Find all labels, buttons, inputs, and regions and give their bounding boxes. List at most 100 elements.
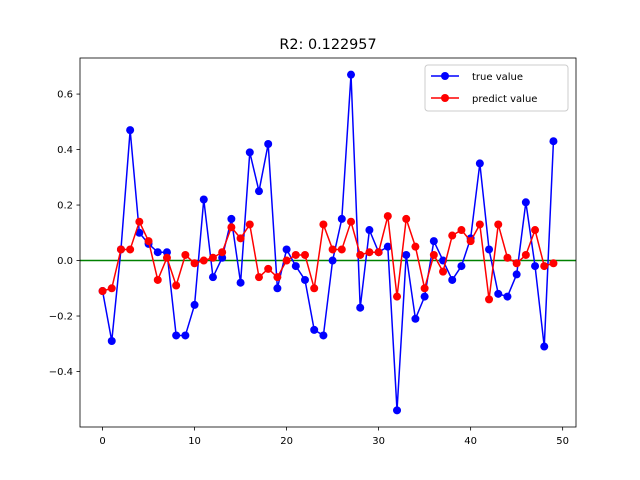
legend-marker-predict-value [441,94,449,102]
data-point [218,253,227,262]
data-point [126,245,135,254]
data-point [291,250,300,259]
data-point [300,250,309,259]
data-point [411,242,420,251]
data-point [245,220,254,229]
data-point [347,217,356,226]
data-point [172,331,181,340]
data-point [162,248,171,257]
data-point [328,256,337,265]
data-point [365,248,374,257]
data-point [365,226,374,235]
data-point [282,256,291,265]
data-point [411,314,420,323]
data-point [512,259,521,268]
data-point [420,292,429,301]
data-point [494,289,503,298]
data-point [337,214,346,223]
data-point [393,406,402,415]
data-point [181,331,190,340]
data-point [549,137,558,146]
y-tick-label: −0.4 [49,367,73,378]
data-point [512,270,521,279]
data-point [273,273,282,282]
legend-box [424,64,569,112]
x-tick-label: 10 [188,436,201,447]
data-point [300,275,309,284]
data-point [144,237,153,246]
data-point [199,195,208,204]
data-point [540,342,549,351]
x-tick-label: 20 [280,436,293,447]
data-point [291,262,300,271]
data-point [448,231,457,240]
data-point [199,256,208,265]
data-point [347,70,356,79]
data-point [494,220,503,229]
data-point [429,237,438,246]
data-point [356,250,365,259]
data-point [190,259,199,268]
legend: true value predict value [424,64,569,112]
data-point [264,264,273,273]
data-point [448,275,457,284]
data-point [402,250,411,259]
data-point [356,303,365,312]
data-point [503,292,512,301]
data-point [116,245,125,254]
y-tick-label: 0.2 [57,201,73,212]
x-tick-label: 50 [556,436,569,447]
data-point [153,275,162,284]
data-point [273,284,282,293]
data-point [531,262,540,271]
legend-label-predict-value: predict value [472,94,537,105]
data-point [485,245,494,254]
data-point [337,245,346,254]
x-tick-label: 30 [372,436,385,447]
data-point [107,336,116,345]
data-point [328,245,337,254]
y-tick-label: 0.0 [57,256,73,267]
data-point [245,148,254,157]
data-point [439,267,448,276]
data-point [457,226,466,235]
data-point [190,300,199,309]
data-point [227,214,236,223]
chart-title: R2: 0.122957 [279,37,376,53]
data-point [181,250,190,259]
data-point [236,278,245,287]
x-tick-label: 0 [99,436,105,447]
data-point [383,212,392,221]
data-point [402,214,411,223]
data-point [485,295,494,304]
data-point [310,325,319,334]
data-point [98,287,107,296]
data-point [549,259,558,268]
data-point [236,234,245,243]
y-tick-label: 0.4 [57,145,73,156]
data-point [208,273,217,282]
data-point [540,262,549,271]
data-point [208,253,217,262]
data-point [466,237,475,246]
data-point [503,253,512,262]
data-point [521,198,530,207]
data-point [126,126,135,135]
legend-label-true-value: true value [472,72,523,83]
data-point [218,248,227,257]
data-point [227,223,236,232]
data-point [393,292,402,301]
data-point [429,250,438,259]
x-tick-label: 40 [464,436,477,447]
data-point [254,187,263,196]
axes-frame [79,57,577,428]
data-point [254,273,263,282]
data-point [383,242,392,251]
y-tick-label: −0.2 [49,312,73,323]
data-point [475,159,484,168]
data-point [264,140,273,149]
data-point [319,331,328,340]
data-point [107,284,116,293]
data-point [531,226,540,235]
